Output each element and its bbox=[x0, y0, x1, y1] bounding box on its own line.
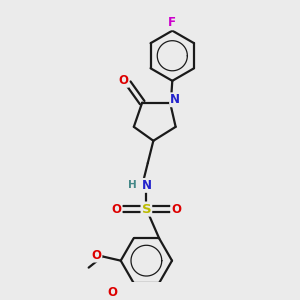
Text: O: O bbox=[171, 202, 181, 216]
Text: H: H bbox=[128, 180, 137, 190]
Text: O: O bbox=[92, 249, 101, 262]
Text: O: O bbox=[107, 286, 117, 299]
Text: F: F bbox=[168, 16, 176, 29]
Text: N: N bbox=[170, 93, 180, 106]
Text: N: N bbox=[141, 179, 152, 192]
Text: O: O bbox=[112, 202, 122, 216]
Text: S: S bbox=[142, 202, 151, 216]
Text: O: O bbox=[118, 74, 128, 87]
